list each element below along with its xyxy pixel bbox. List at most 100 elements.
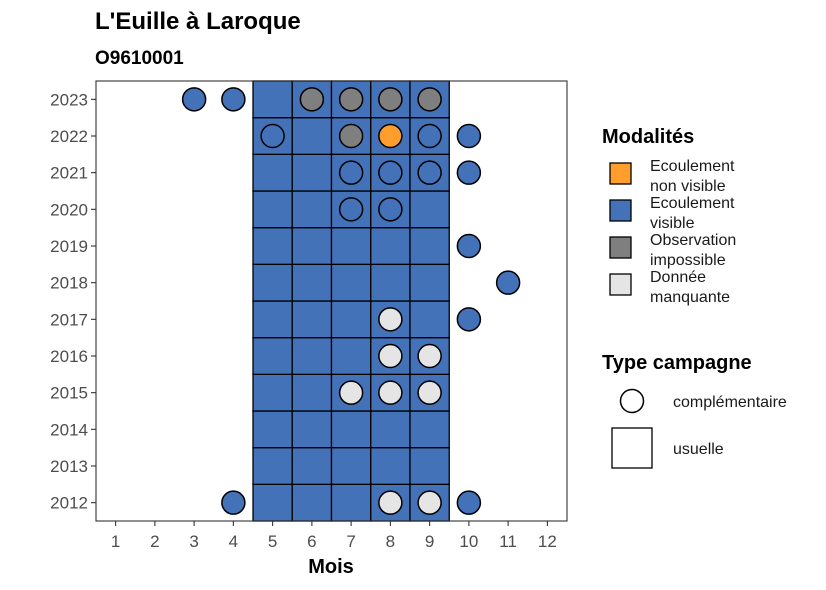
legend-key-usuelle	[611, 427, 653, 469]
complementaire-point	[456, 307, 482, 332]
usuelle-tile	[370, 447, 411, 485]
y-tick-label: 2014	[50, 420, 88, 439]
usuelle-tiles	[252, 80, 450, 522]
legend-label-line2: non visible	[650, 178, 726, 195]
complementaire-point	[456, 160, 482, 185]
x-tick-label: 7	[346, 532, 355, 551]
complementaire-point	[378, 490, 403, 515]
usuelle-tile	[370, 263, 411, 302]
legend-label-line2: visible	[650, 215, 695, 232]
x-tick-label: 2	[150, 532, 159, 551]
y-tick-label: 2016	[50, 347, 88, 366]
x-tick-label: 4	[229, 532, 238, 551]
complementaire-point	[181, 87, 207, 112]
complementaire-point	[338, 160, 364, 185]
legend-label-line1: Ecoulement	[650, 195, 735, 212]
plot-border	[95, 80, 568, 522]
usuelle-tile	[330, 447, 372, 485]
usuelle-tile	[409, 263, 450, 302]
x-axis-title: Mois	[308, 556, 354, 578]
usuelle-tile	[291, 117, 333, 155]
chart-subtitle: O9610001	[95, 48, 184, 69]
y-tick-label: 2012	[50, 494, 88, 513]
usuelle-tile	[252, 337, 293, 375]
complementaire-point	[417, 380, 442, 405]
complementaire-point	[417, 490, 442, 515]
usuelle-tile	[330, 483, 372, 522]
usuelle-tile	[291, 337, 333, 375]
usuelle-tile	[330, 337, 372, 375]
y-tick-label: 2013	[50, 457, 88, 476]
legend-label-line1: Donnée	[650, 269, 706, 286]
y-tick-label: 2022	[50, 127, 88, 146]
complementaire-point	[378, 380, 403, 405]
complementaire-point	[299, 87, 325, 112]
usuelle-tile	[291, 410, 333, 449]
y-tick-label: 2019	[50, 237, 88, 256]
usuelle-tile	[291, 227, 333, 265]
complementaire-point	[221, 87, 246, 112]
complementaire-point	[260, 123, 285, 149]
usuelle-tile	[291, 300, 333, 339]
x-tick-label: 10	[459, 532, 478, 551]
complementaire-point	[417, 343, 442, 369]
usuelle-tile	[370, 410, 411, 449]
usuelle-tile	[330, 300, 372, 339]
usuelle-tile	[409, 227, 450, 265]
legend-label-usuelle: usuelle	[673, 441, 724, 458]
complementaire-point	[338, 197, 364, 222]
usuelle-tile	[252, 410, 293, 449]
usuelle-tile	[409, 410, 450, 449]
usuelle-tile	[330, 410, 372, 449]
y-axis: 2012 2013 2014 2015 2016 2017 2018 2019 2020 2021…	[50, 90, 96, 513]
x-tick-label: 8	[386, 532, 395, 551]
usuelle-tile	[330, 227, 372, 265]
usuelle-tile	[291, 153, 333, 192]
legend-label-line2: manquante	[650, 289, 730, 306]
usuelle-tile	[252, 263, 293, 302]
usuelle-tile	[409, 190, 450, 229]
legend-key-env	[609, 162, 632, 185]
usuelle-tile	[409, 300, 450, 339]
complementaire-point	[456, 123, 482, 149]
legend-key-oi	[609, 236, 632, 259]
legend-label-line1: Observation	[650, 232, 736, 249]
usuelle-tile	[291, 263, 333, 302]
y-tick-label: 2017	[50, 310, 88, 329]
complementaire-point	[338, 123, 364, 149]
y-tick-label: 2015	[50, 384, 88, 403]
y-tick-label: 2020	[50, 200, 88, 219]
legend-key-complementaire	[619, 388, 645, 414]
complementaire-point	[378, 160, 403, 185]
usuelle-tile	[291, 373, 333, 412]
legend-key-ev	[609, 199, 632, 222]
usuelle-tile	[252, 80, 293, 119]
x-tick-label: 12	[538, 532, 557, 551]
usuelle-tile	[252, 373, 293, 412]
legend-campagne-title: Type campagne	[602, 352, 752, 374]
x-tick-label: 5	[268, 532, 277, 551]
complementaire-point	[378, 87, 403, 112]
usuelle-tile	[291, 447, 333, 485]
complementaire-points	[181, 87, 521, 515]
usuelle-tile	[291, 483, 333, 522]
complementaire-point	[417, 123, 442, 149]
complementaire-point	[378, 343, 403, 369]
complementaire-point	[378, 197, 403, 222]
legend-modalites-title: Modalités	[602, 126, 694, 148]
complementaire-point	[417, 87, 442, 112]
usuelle-tile	[252, 153, 293, 192]
x-tick-label: 9	[425, 532, 434, 551]
usuelle-tile	[409, 447, 450, 485]
usuelle-tile	[252, 483, 293, 522]
usuelle-tile	[252, 447, 293, 485]
legend-label-line2: impossible	[650, 252, 726, 269]
legend-label-line1: Ecoulement	[650, 158, 735, 175]
complementaire-point	[378, 123, 403, 149]
usuelle-tile	[291, 190, 333, 229]
complementaire-point	[378, 307, 403, 332]
x-tick-label: 3	[189, 532, 198, 551]
usuelle-tile	[252, 227, 293, 265]
